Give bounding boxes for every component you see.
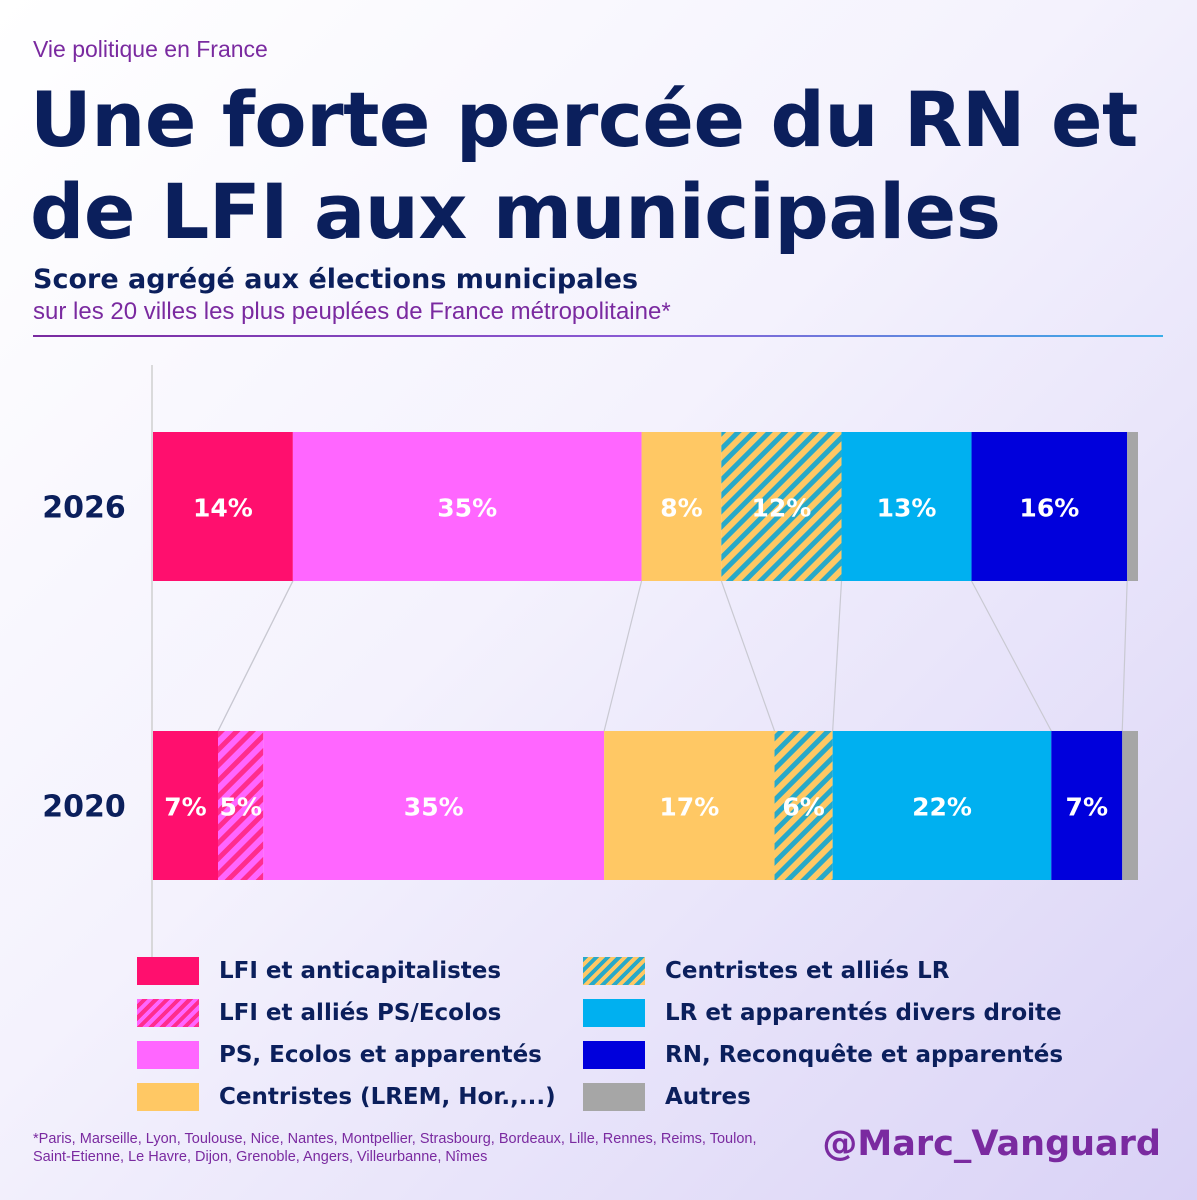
bar-segment xyxy=(263,731,605,880)
footnote: *Paris, Marseille, Lyon, Toulouse, Nice,… xyxy=(33,1131,757,1165)
chart-subtitle: Score agrégé aux élections municipales xyxy=(33,264,639,295)
connector-line xyxy=(971,580,1052,732)
legend-swatch xyxy=(583,999,645,1027)
bar-segment xyxy=(292,432,642,581)
bar-segment xyxy=(1051,731,1123,880)
bar-segment xyxy=(841,432,972,581)
legend-swatch xyxy=(137,999,199,1027)
legend-item: RN, Reconquête et apparentés xyxy=(583,1040,1063,1070)
header-rule xyxy=(33,335,1163,337)
legend-item: LR et apparentés divers droite xyxy=(583,998,1062,1028)
legend-label: LFI et anticapitalistes xyxy=(219,958,502,984)
connector-line xyxy=(217,580,294,732)
legend-swatch xyxy=(583,1041,645,1069)
legend-label: PS, Ecolos et apparentés xyxy=(219,1042,542,1068)
data-label: 5% xyxy=(219,793,261,822)
data-label: 12% xyxy=(752,494,812,523)
chart-subtitle-detail: sur les 20 villes les plus peuplées de F… xyxy=(33,298,671,325)
data-label: 14% xyxy=(193,494,253,523)
bar-segment xyxy=(218,731,264,880)
category-label-2020: 2020 xyxy=(42,790,126,825)
connector-line xyxy=(603,580,643,732)
legend-label: Centristes (LREM, Hor.,...) xyxy=(219,1084,556,1110)
data-label: 13% xyxy=(877,494,937,523)
legend-item: Centristes (LREM, Hor.,...) xyxy=(137,1082,556,1112)
bar-segment xyxy=(774,731,833,880)
data-label: 35% xyxy=(404,793,464,822)
legend-swatch xyxy=(137,1083,199,1111)
connector-line xyxy=(832,580,843,732)
kicker: Vie politique en France xyxy=(33,36,268,62)
legend-item: LFI et anticapitalistes xyxy=(137,956,501,986)
bar-segment xyxy=(1122,731,1138,880)
legend-swatch xyxy=(137,957,199,985)
connector-line xyxy=(720,580,776,732)
legend-swatch xyxy=(583,957,645,985)
bar-segment xyxy=(641,432,722,581)
category-label-2026: 2026 xyxy=(42,491,126,526)
connector-line xyxy=(1121,580,1128,732)
data-label: 8% xyxy=(660,494,702,523)
bar-segment xyxy=(721,432,842,581)
data-label: 22% xyxy=(912,793,972,822)
legend-label: LFI et alliés PS/Ecolos xyxy=(219,1000,502,1026)
legend-swatch xyxy=(137,1041,199,1069)
data-label: 7% xyxy=(1066,793,1108,822)
bar-segment xyxy=(153,432,293,581)
legend-label: RN, Reconquête et apparentés xyxy=(665,1042,1064,1068)
legend-item: PS, Ecolos et apparentés xyxy=(137,1040,542,1070)
data-label: 7% xyxy=(164,793,206,822)
legend-item: Centristes et alliés LR xyxy=(583,956,950,986)
data-label: 17% xyxy=(659,793,719,822)
data-label: 16% xyxy=(1019,494,1079,523)
legend-label: Autres xyxy=(665,1084,751,1110)
legend-label: Centristes et alliés LR xyxy=(665,958,950,984)
data-label: 6% xyxy=(782,793,824,822)
legend-item: LFI et alliés PS/Ecolos xyxy=(137,998,501,1028)
bar-segment xyxy=(832,731,1052,880)
legend-label: LR et apparentés divers droite xyxy=(665,1000,1062,1026)
data-label: 35% xyxy=(437,494,497,523)
legend-swatch xyxy=(583,1083,645,1111)
bar-segment xyxy=(604,731,775,880)
bar-segment xyxy=(971,432,1128,581)
bar-segment xyxy=(1127,432,1138,581)
author-handle: @Marc_Vanguard xyxy=(822,1124,1161,1164)
legend-item: Autres xyxy=(583,1082,751,1112)
page-title: Une forte percée du RN et de LFI aux mun… xyxy=(30,75,1138,256)
bar-segment xyxy=(153,731,219,880)
